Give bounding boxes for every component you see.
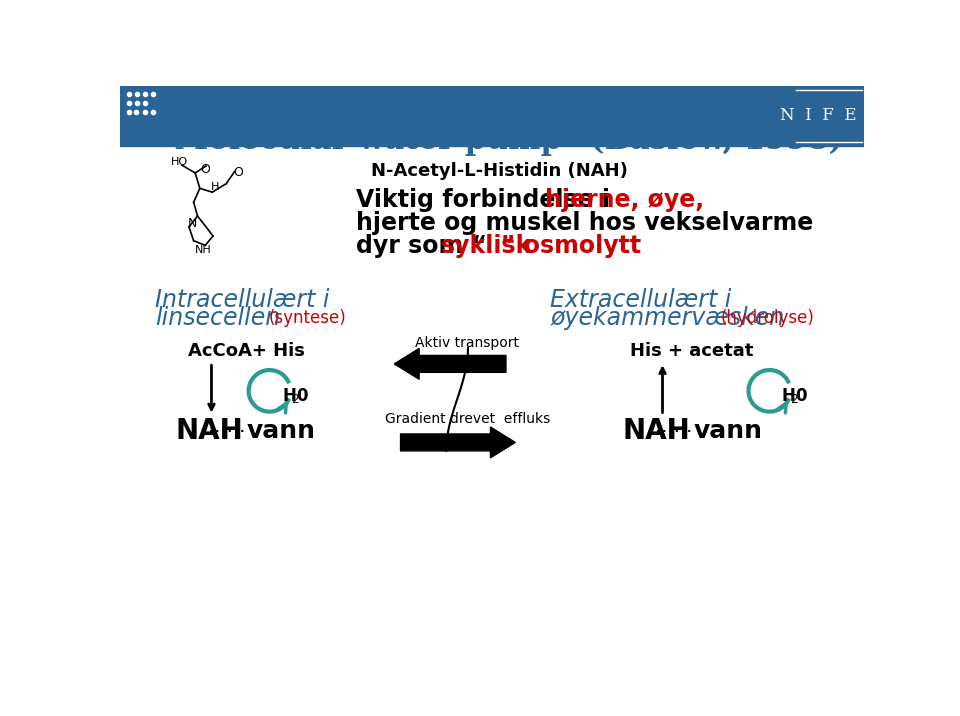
Text: NAH: NAH [622, 417, 690, 445]
FancyArrow shape [400, 427, 516, 458]
Text: HO: HO [171, 157, 188, 167]
Text: linsecellen: linsecellen [155, 306, 280, 329]
Text: 0: 0 [795, 387, 806, 405]
Text: ” osmolytt: ” osmolytt [500, 234, 641, 258]
Text: syklisk: syklisk [441, 234, 532, 258]
Text: (syntese): (syntese) [269, 309, 347, 326]
Bar [120, 86, 864, 146]
Text: N  I  F  E  S: N I F E S [780, 107, 878, 125]
Text: N-Acetyl-L-Histidin (NAH): N-Acetyl-L-Histidin (NAH) [372, 163, 628, 180]
Text: H: H [283, 387, 297, 405]
Text: 0: 0 [296, 387, 307, 405]
Text: Extracellulært i: Extracellulært i [550, 288, 732, 312]
Text: hjerne, øye,: hjerne, øye, [544, 188, 704, 212]
Text: NH: NH [195, 245, 211, 255]
Text: AcCoA+ His: AcCoA+ His [188, 342, 305, 360]
Text: (hydrolyse): (hydrolyse) [721, 309, 814, 326]
Text: His + acetat: His + acetat [630, 342, 754, 360]
Text: “Molecular water pump” (Baslow, 1998): “Molecular water pump” (Baslow, 1998) [156, 125, 843, 156]
Text: H: H [781, 387, 796, 405]
FancyArrow shape [395, 349, 506, 379]
Text: vann: vann [693, 419, 762, 443]
Text: Intracellulært i: Intracellulært i [155, 288, 329, 312]
Text: øyekammervæsken: øyekammervæsken [550, 306, 784, 329]
Text: O: O [201, 163, 210, 175]
Text: 2: 2 [790, 393, 799, 406]
Text: 2: 2 [291, 393, 300, 406]
Text: N: N [187, 217, 197, 231]
Text: O: O [233, 166, 244, 180]
Text: Viktig forbindelse i: Viktig forbindelse i [356, 188, 618, 212]
Text: dyr som “: dyr som “ [356, 234, 488, 258]
Text: vann: vann [247, 419, 316, 443]
Text: hjerte og muskel hos vekselvarme: hjerte og muskel hos vekselvarme [356, 211, 814, 235]
Text: Gradient drevet  effluks: Gradient drevet effluks [385, 412, 550, 426]
Text: H: H [211, 182, 220, 192]
Text: NAH: NAH [176, 417, 244, 445]
Text: Aktiv transport: Aktiv transport [415, 336, 519, 350]
